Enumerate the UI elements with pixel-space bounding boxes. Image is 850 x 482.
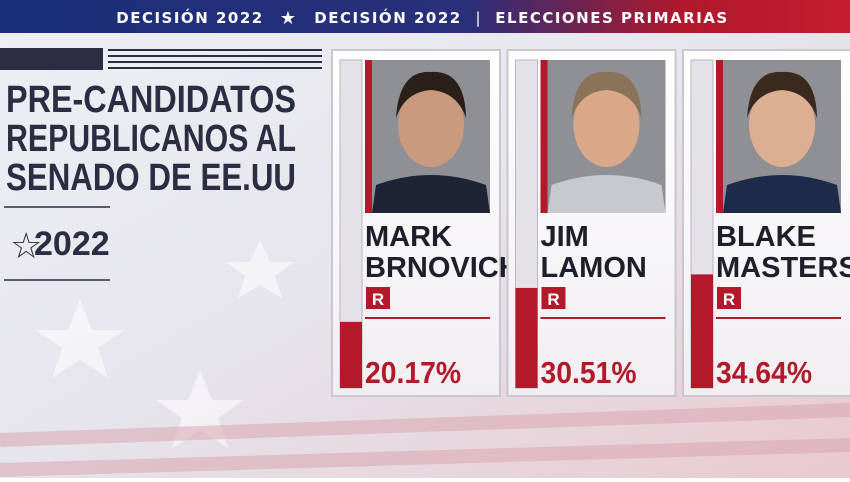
title-line: SENADO DE EE.UU bbox=[6, 157, 296, 199]
vote-percent: 20.17% bbox=[365, 355, 461, 390]
header-text: DECISIÓN 2022 bbox=[314, 8, 461, 27]
header-separator: | bbox=[475, 9, 480, 27]
title-rule bbox=[0, 48, 103, 70]
party-label: R bbox=[372, 290, 384, 309]
year-star: ☆ bbox=[10, 226, 42, 267]
photo-hair bbox=[571, 71, 642, 118]
photo-hair bbox=[396, 71, 466, 118]
party-badge bbox=[366, 287, 390, 309]
photo-face bbox=[749, 83, 815, 167]
party-label: R bbox=[547, 290, 559, 309]
photo-stripe bbox=[365, 60, 372, 213]
header-star: ★ bbox=[280, 8, 296, 29]
photo-hair bbox=[747, 71, 817, 118]
flag-stripes bbox=[0, 403, 850, 477]
candidate-name: JIM bbox=[541, 221, 589, 253]
party-label: R bbox=[723, 290, 735, 309]
photo-face bbox=[573, 83, 640, 167]
photo-stripe bbox=[716, 60, 723, 213]
vote-bar bbox=[691, 274, 713, 388]
photo-face bbox=[398, 83, 464, 167]
vote-bar bbox=[340, 321, 362, 388]
year: 2022 bbox=[34, 225, 110, 263]
candidate-name: BLAKE bbox=[716, 221, 816, 253]
photo-body bbox=[547, 175, 666, 213]
title-rule-lines bbox=[108, 49, 322, 69]
party-badge bbox=[541, 287, 566, 309]
header-bar bbox=[0, 0, 850, 33]
flag-stars bbox=[36, 240, 294, 448]
vote-percent: 30.51% bbox=[541, 355, 637, 390]
candidate-name: BRNOVICH bbox=[365, 252, 520, 284]
photo-body bbox=[723, 175, 841, 213]
candidate-name: MARK bbox=[365, 221, 452, 253]
photo-body bbox=[372, 175, 490, 213]
candidate-name: MASTERS bbox=[716, 252, 850, 284]
candidate-name: LAMON bbox=[541, 252, 647, 284]
vote-bar bbox=[515, 287, 538, 388]
vote-percent: 34.64% bbox=[716, 355, 812, 390]
party-badge bbox=[717, 287, 741, 309]
photo-stripe bbox=[540, 60, 548, 213]
title-line: REPUBLICANOS AL bbox=[6, 118, 296, 160]
title-line: PRE-CANDIDATOS bbox=[6, 79, 296, 121]
header-text: DECISIÓN 2022 bbox=[116, 8, 263, 27]
header-text: ELECCIONES PRIMARIAS bbox=[495, 9, 728, 27]
